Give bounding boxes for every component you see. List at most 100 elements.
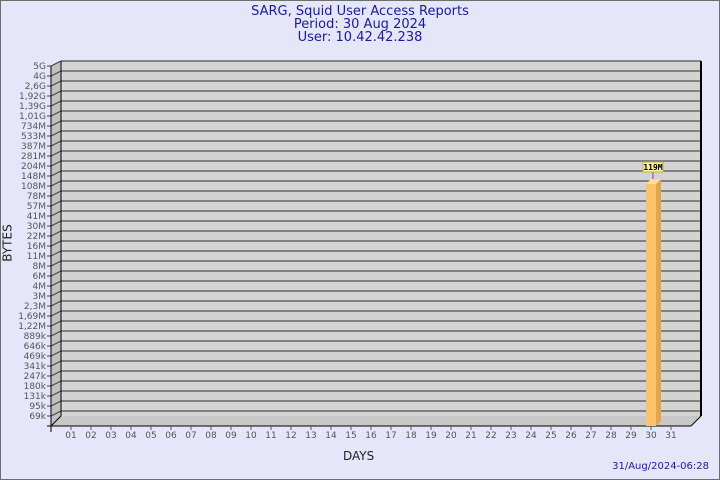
chart-user: User: 10.42.42.238 <box>297 30 423 45</box>
gridline-side <box>50 100 62 107</box>
x-tick-label: 10 <box>245 431 257 441</box>
y-tick-label: 4M <box>33 282 47 292</box>
y-tick-label: 4G <box>33 72 46 82</box>
gridline-side <box>50 220 62 227</box>
bar-top <box>646 179 661 184</box>
x-tick-label: 16 <box>365 431 377 441</box>
y-tick-label: 16M <box>27 242 46 252</box>
y-tick-label: 1,39G <box>19 102 46 112</box>
x-tick-label: 08 <box>205 431 217 441</box>
x-tick-label: 02 <box>85 431 96 441</box>
y-tick-label: 2,6G <box>25 82 46 92</box>
gridline-side <box>50 250 62 257</box>
bar-side <box>656 179 661 426</box>
x-tick-label: 20 <box>445 431 457 441</box>
gridline-side <box>50 150 62 157</box>
x-tick-label: 04 <box>125 431 137 441</box>
gridline-side <box>50 240 62 247</box>
y-tick-label: 108M <box>21 182 46 192</box>
y-tick-label: 734M <box>21 122 46 132</box>
y-tick-label: 148M <box>21 172 46 182</box>
plot-back-wall <box>61 61 701 416</box>
gridline-side <box>50 280 62 287</box>
y-tick-label: 131k <box>24 392 47 402</box>
x-tick-label: 31 <box>665 431 676 441</box>
y-tick-label: 30M <box>27 222 46 232</box>
gridline-side <box>50 370 62 377</box>
y-tick-label: 180k <box>24 382 47 392</box>
y-axis-label: BYTES <box>0 224 15 262</box>
x-tick-label: 06 <box>165 431 177 441</box>
y-tick-label: 57M <box>27 202 46 212</box>
y-tick-label: 22M <box>27 232 46 242</box>
x-tick-label: 12 <box>285 431 296 441</box>
gridline-side <box>50 320 62 327</box>
floor-edge <box>50 415 62 427</box>
x-tick-label: 23 <box>505 431 516 441</box>
gridline-side <box>50 330 62 337</box>
y-tick-label: 1,01G <box>19 112 46 122</box>
x-tick-label: 22 <box>485 431 496 441</box>
gridline-side <box>50 210 62 217</box>
y-tick-label: 889k <box>24 332 47 342</box>
gridline-side <box>50 270 62 277</box>
gridline-side <box>50 120 62 127</box>
gridline-side <box>50 110 62 117</box>
bar-label-box <box>642 161 664 173</box>
timestamp: 31/Aug/2024-06:28 <box>612 461 709 472</box>
y-tick-label: 2,3M <box>24 302 46 312</box>
x-tick-label: 29 <box>625 431 637 441</box>
x-tick-label: 13 <box>305 431 316 441</box>
x-tick-label: 26 <box>565 431 577 441</box>
gridline-side <box>50 400 62 407</box>
y-tick-label: 3M <box>33 292 47 302</box>
gridline-side <box>50 80 62 87</box>
chart-title: SARG, Squid User Access Reports <box>251 4 469 19</box>
x-tick-label: 28 <box>605 431 617 441</box>
x-tick-label: 30 <box>645 431 657 441</box>
y-tick-label: 78M <box>27 192 46 202</box>
bar-value-label: 119M <box>643 163 662 172</box>
x-tick-label: 18 <box>405 431 417 441</box>
gridline-side <box>50 340 62 347</box>
x-tick-label: 24 <box>525 431 537 441</box>
floor-edge <box>690 415 702 427</box>
gridline-side <box>50 200 62 207</box>
y-tick-label: 1,92G <box>19 92 46 102</box>
x-tick-label: 07 <box>185 431 196 441</box>
gridline-side <box>50 140 62 147</box>
gridline-side <box>50 130 62 137</box>
y-tick-label: 387M <box>21 142 46 152</box>
y-tick-label: 5G <box>33 62 46 72</box>
y-tick-label: 11M <box>27 252 46 262</box>
x-tick-label: 27 <box>585 431 596 441</box>
x-tick-label: 15 <box>345 431 356 441</box>
x-tick-label: 21 <box>465 431 476 441</box>
y-tick-label: 69k <box>29 412 46 422</box>
gridline-side <box>50 360 62 367</box>
y-tick-label: 1,22M <box>18 322 46 332</box>
bar <box>646 184 656 426</box>
gridline-side <box>50 160 62 167</box>
y-tick-label: 204M <box>21 162 46 172</box>
x-tick-label: 17 <box>385 431 396 441</box>
gridline-side <box>50 180 62 187</box>
gridline-side <box>50 230 62 237</box>
x-tick-label: 11 <box>265 431 276 441</box>
y-tick-label: 341k <box>24 362 47 372</box>
plot-floor <box>51 416 701 426</box>
gridline-side <box>50 260 62 267</box>
y-tick-label: 6M <box>33 272 47 282</box>
y-tick-label: 469k <box>24 352 47 362</box>
x-axis-label: DAYS <box>343 449 375 463</box>
x-tick-label: 19 <box>425 431 437 441</box>
gridline-side <box>50 190 62 197</box>
x-tick-label: 09 <box>225 431 237 441</box>
y-tick-label: 95k <box>29 402 46 412</box>
x-tick-label: 05 <box>145 431 156 441</box>
y-tick-label: 1,69M <box>18 312 46 322</box>
gridline-side <box>50 170 62 177</box>
gridline-side <box>50 70 62 77</box>
gridline-side <box>50 390 62 397</box>
gridline-side <box>50 380 62 387</box>
